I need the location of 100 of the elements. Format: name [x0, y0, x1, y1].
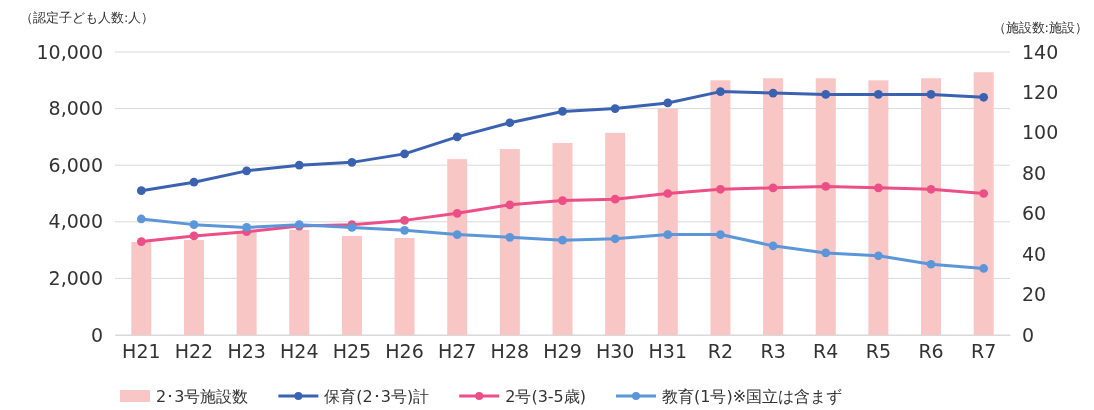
- bar: [921, 78, 942, 335]
- point: [136, 237, 146, 246]
- y-tick-label: 4,000: [48, 210, 103, 233]
- point: [874, 251, 883, 261]
- point: [979, 264, 989, 273]
- x-tick-label: H22: [174, 340, 214, 363]
- x-tick-label: H28: [490, 340, 530, 363]
- bar: [183, 239, 204, 335]
- bar: [763, 78, 784, 335]
- legend-label: 2号(3-5歳): [505, 387, 586, 406]
- point: [663, 98, 673, 108]
- x-tick-label: H25: [332, 340, 372, 363]
- y-tick-label: 6,000: [48, 153, 103, 176]
- point: [189, 177, 199, 187]
- point: [663, 189, 673, 198]
- bar: [868, 80, 889, 335]
- y2-tick-label: 80: [1022, 161, 1047, 184]
- x-tick-label: H27: [437, 340, 477, 363]
- point: [821, 248, 831, 258]
- legend-label: 保育(2･3号)計: [324, 387, 430, 406]
- bar: [236, 231, 257, 335]
- point: [926, 90, 936, 99]
- x-tick-label: H31: [648, 340, 688, 363]
- y-tick-label: 0: [90, 323, 103, 346]
- point: [136, 186, 146, 196]
- x-tick-label: H26: [385, 340, 424, 363]
- x-tick-label: R7: [971, 340, 997, 363]
- legend-label: 教育(1号)※国立は含まず: [662, 387, 843, 406]
- bar: [289, 229, 310, 335]
- point: [926, 259, 936, 269]
- point: [874, 183, 883, 193]
- y2-tick-label: 0: [1022, 323, 1035, 346]
- point: [610, 194, 620, 204]
- x-tick-label: R6: [918, 340, 944, 363]
- x-tick-label: R3: [760, 340, 786, 363]
- point: [716, 230, 725, 239]
- y2-tick-label: 20: [1022, 283, 1047, 306]
- point: [189, 220, 199, 229]
- bar: [341, 235, 362, 335]
- point: [452, 132, 462, 142]
- point: [505, 200, 515, 210]
- y-tick-label: 10,000: [36, 40, 103, 63]
- bar: [394, 237, 415, 335]
- point: [558, 235, 567, 245]
- point: [821, 90, 831, 99]
- y2-tick-label: 140: [1022, 40, 1059, 63]
- point: [610, 234, 620, 244]
- x-tick-label: H24: [280, 340, 319, 363]
- point: [558, 107, 567, 116]
- bar: [131, 242, 152, 335]
- point: [610, 104, 620, 113]
- y-tick-label: 8,000: [48, 97, 103, 120]
- point: [136, 214, 146, 224]
- point: [400, 225, 409, 235]
- point: [716, 184, 725, 194]
- bar: [973, 72, 994, 335]
- y2-tick-label: 60: [1022, 202, 1047, 225]
- point: [768, 183, 778, 193]
- point: [452, 230, 462, 239]
- bar: [605, 132, 626, 335]
- point: [452, 208, 462, 218]
- point: [768, 88, 778, 98]
- bar: [552, 142, 573, 335]
- x-tick-label: R4: [813, 340, 839, 363]
- point: [979, 92, 989, 102]
- point: [979, 189, 989, 198]
- bar: [815, 78, 836, 335]
- bar: [710, 80, 731, 335]
- y2-tick-label: 100: [1022, 121, 1059, 144]
- point: [768, 241, 778, 251]
- x-tick-label: R2: [707, 340, 734, 363]
- bar: [499, 149, 520, 335]
- y2-tick-label: 40: [1022, 242, 1047, 265]
- x-tick-label: H21: [122, 340, 161, 363]
- x-tick-label: H30: [595, 340, 635, 363]
- y2-axis-title: （施設数:施設）: [992, 20, 1088, 35]
- y-axis-title: （認定子ども人数:人）: [20, 10, 155, 25]
- x-tick-label: H29: [543, 340, 582, 363]
- point: [400, 149, 409, 159]
- x-tick-label: H23: [227, 340, 266, 363]
- point: [242, 223, 251, 232]
- point: [716, 87, 725, 96]
- point: [558, 196, 567, 205]
- point: [347, 158, 357, 167]
- point: [400, 216, 409, 225]
- point: [242, 166, 251, 176]
- point: [926, 184, 936, 194]
- point: [189, 231, 199, 241]
- point: [294, 160, 304, 170]
- point: [874, 90, 883, 99]
- point: [663, 230, 673, 239]
- point: [505, 118, 515, 128]
- bar: [447, 159, 468, 335]
- x-tick-label: R5: [865, 340, 892, 363]
- legend-label: 2･3号施設数: [156, 387, 249, 406]
- bar: [657, 108, 678, 335]
- y2-tick-label: 120: [1022, 81, 1059, 104]
- point: [505, 233, 515, 242]
- y-tick-label: 2,000: [48, 266, 103, 289]
- point: [821, 182, 831, 191]
